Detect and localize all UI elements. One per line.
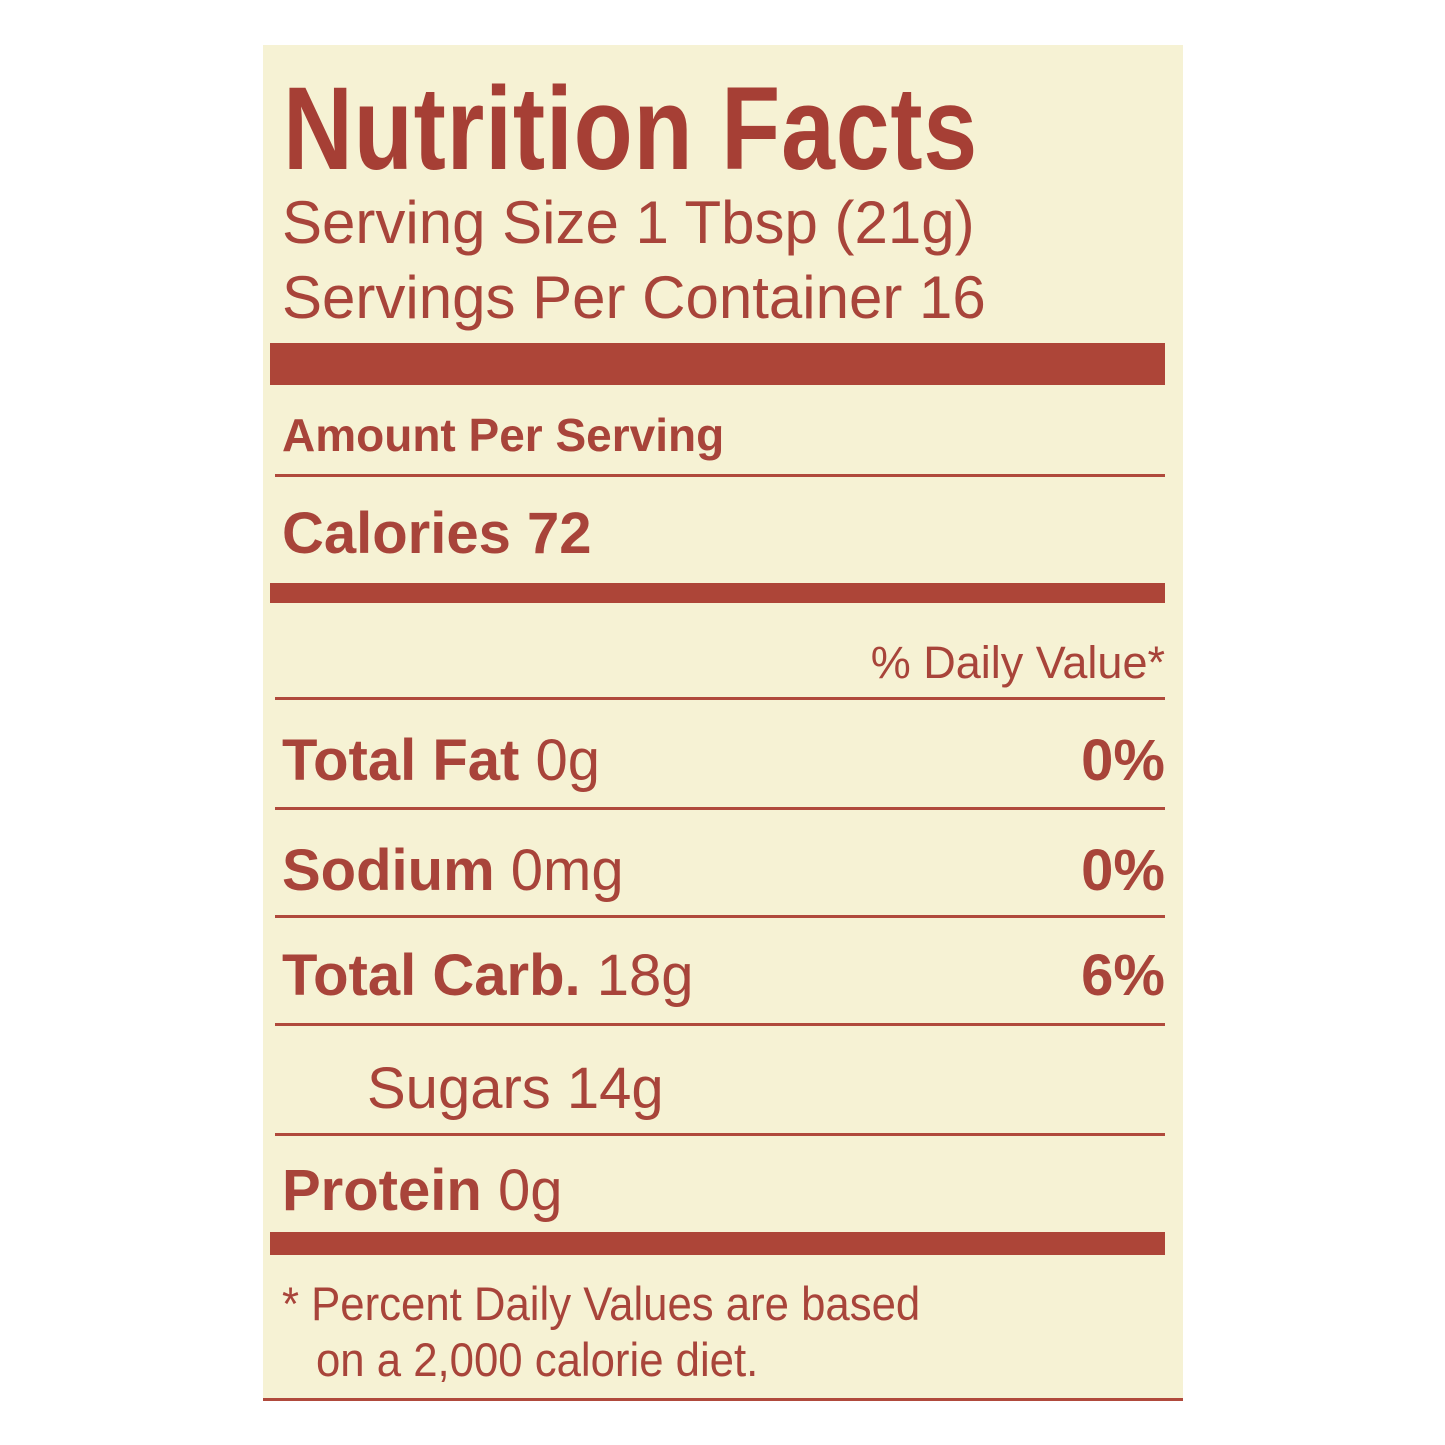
divider bbox=[275, 1133, 1165, 1136]
serving-size: Serving Size 1 Tbsp (21g) bbox=[282, 189, 975, 256]
calories-text: Calories 72 bbox=[282, 501, 592, 566]
daily-value-header: % Daily Value* bbox=[870, 637, 1165, 688]
footnote-line-2: on a 2,000 calorie diet. bbox=[316, 1333, 759, 1386]
amount-per-serving: Amount Per Serving bbox=[282, 409, 725, 461]
nutrient-amount: 0g bbox=[497, 1158, 563, 1223]
nutrient-amount: 18g bbox=[596, 943, 694, 1008]
nutrient-amount: 0mg bbox=[510, 838, 624, 903]
nutrient-row-sodium: Sodium 0mg 0% bbox=[282, 842, 1165, 900]
footnote-line-1: * Percent Daily Values are based bbox=[282, 1277, 921, 1330]
calories: Calories 72 bbox=[282, 505, 592, 563]
nutrient-row-protein: Protein 0g bbox=[282, 1162, 1165, 1220]
nutrient-row-total-fat: Total Fat 0g 0% bbox=[282, 732, 1165, 790]
divider bbox=[275, 474, 1165, 477]
label-title: Nutrition Facts bbox=[283, 63, 979, 195]
nutrient-name: Total Carb. bbox=[282, 943, 581, 1008]
divider bbox=[275, 697, 1165, 700]
divider bbox=[275, 1023, 1165, 1026]
nutrient-dv: 6% bbox=[1081, 943, 1165, 1008]
nutrient-amount: 14g bbox=[566, 1056, 664, 1121]
bottom-divider bbox=[270, 1232, 1165, 1255]
divider bbox=[275, 807, 1165, 810]
thick-divider bbox=[270, 343, 1165, 385]
nutrition-label-panel bbox=[263, 45, 1183, 1401]
nutrient-amount: 0g bbox=[535, 728, 600, 793]
servings-per-container: Servings Per Container 16 bbox=[282, 264, 986, 331]
medium-divider bbox=[270, 583, 1165, 603]
nutrient-dv: 0% bbox=[1081, 728, 1165, 793]
divider bbox=[275, 915, 1165, 918]
nutrient-dv: 0% bbox=[1081, 838, 1165, 903]
nutrient-name: Sodium bbox=[282, 838, 495, 903]
nutrient-row-sugars: Sugars 14g bbox=[367, 1060, 1165, 1118]
nutrient-name: Protein bbox=[282, 1158, 482, 1223]
nutrient-name: Total Fat bbox=[282, 728, 520, 793]
nutrient-name: Sugars bbox=[367, 1056, 551, 1121]
nutrient-row-total-carb: Total Carb. 18g 6% bbox=[282, 947, 1165, 1005]
